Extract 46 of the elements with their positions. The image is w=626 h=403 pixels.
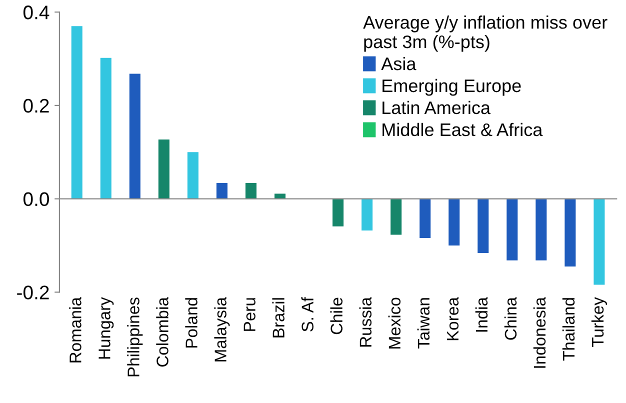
x-tick-label: India — [475, 297, 488, 332]
x-tick-label: Colombia — [156, 297, 168, 367]
legend-label: Emerging Europe — [382, 78, 521, 96]
legend-label: Middle East & Africa — [382, 122, 543, 136]
bar — [448, 198, 460, 246]
x-tick-label: Romania — [69, 297, 82, 362]
bar — [478, 198, 489, 253]
x-tick-label: Brazil — [272, 298, 284, 338]
bar — [71, 26, 82, 199]
y-tick-label: 0.2 — [23, 98, 49, 113]
x-tick-label: Philippines — [127, 298, 143, 376]
x-tick-label: Malaysia — [214, 297, 230, 362]
x-tick-label: Thailand — [562, 298, 575, 361]
bar — [129, 74, 140, 199]
x-tick-label: Korea — [446, 297, 459, 340]
bar — [100, 58, 112, 199]
y-tick-label: 0.4 — [23, 6, 50, 20]
y-tick-label: 0.0 — [23, 192, 49, 206]
bar — [216, 182, 228, 199]
y-tick-label: -0.2 — [17, 286, 49, 300]
bar — [506, 198, 518, 260]
x-tick-label: Chile — [330, 298, 343, 334]
bar — [536, 198, 547, 260]
x-tick-label: China — [504, 297, 517, 340]
bar — [594, 198, 605, 285]
legend-label: Latin America — [382, 100, 491, 114]
x-tick-label: Hungary — [98, 297, 114, 359]
bar — [187, 152, 198, 199]
bar — [390, 198, 402, 235]
x-tick-label: Peru — [244, 298, 256, 331]
x-tick-label: Turkey — [591, 297, 607, 347]
x-tick-label: Russia — [359, 297, 372, 347]
x-tick-label: Mexico — [388, 298, 401, 348]
x-tick-label: Poland — [185, 298, 198, 348]
bar — [332, 198, 344, 226]
bar — [158, 140, 170, 199]
bar — [274, 194, 286, 199]
legend-label: Asia — [381, 56, 416, 70]
x-tick-label: S. Af — [301, 297, 314, 332]
legend-title: Average y/y inflation miss over past 3m (%-pts) — [363, 16, 608, 52]
x-tick-label: Indonesia — [533, 297, 546, 368]
bar — [420, 198, 431, 238]
x-tick-label: Taiwan — [417, 298, 430, 349]
bar — [564, 198, 576, 266]
bar — [362, 198, 373, 231]
bar — [245, 182, 256, 199]
